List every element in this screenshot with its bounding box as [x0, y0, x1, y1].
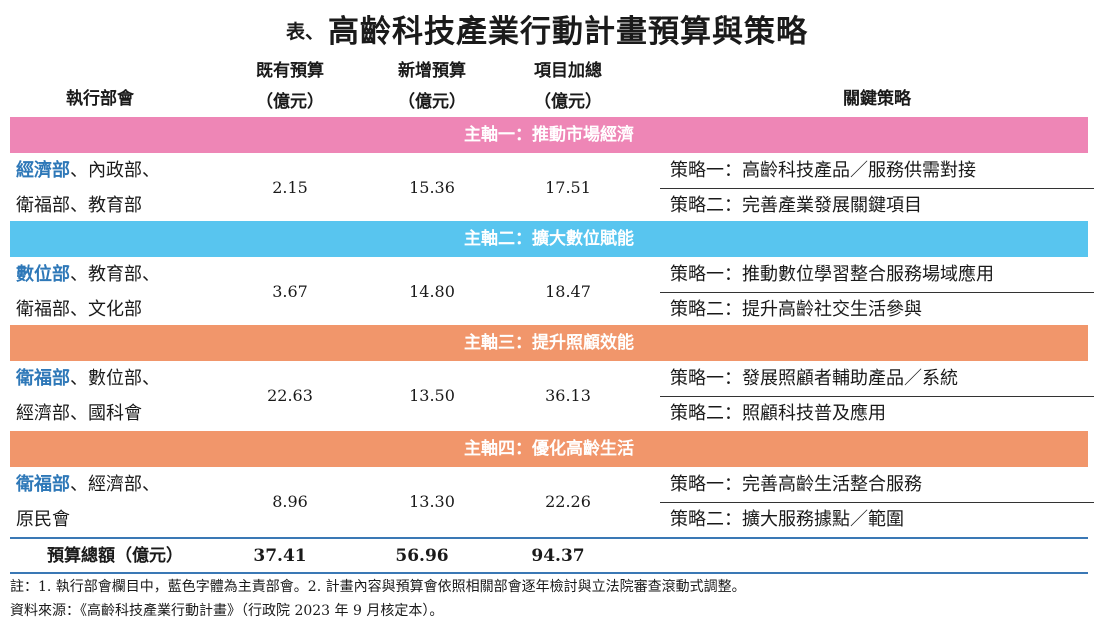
new-budget: 15.36: [409, 178, 455, 197]
page-title: 表、 高齡科技產業行動計畫預算與策略: [0, 6, 1094, 50]
total-budget: 22.26: [545, 492, 591, 511]
title-prefix: 表、: [285, 21, 324, 43]
table-row: 經濟部、內政部、 衛福部、教育部 2.15 15.36 17.51 策略一：高齡…: [10, 153, 1094, 223]
dept-cell: 數位部、教育部、 衛福部、文化部: [16, 257, 246, 327]
header-existing-label: 既有預算: [256, 61, 324, 81]
lead-dept: 經濟部: [16, 160, 70, 181]
strategy-2: 策略二：提升高齡社交生活參與: [670, 299, 922, 320]
axis-band-4: 主軸四：優化高齡生活: [10, 431, 1088, 467]
existing-budget: 2.15: [272, 178, 308, 197]
lead-dept: 數位部: [16, 264, 70, 285]
existing-budget: 8.96: [272, 492, 308, 511]
axis-band-3: 主軸三：提升照顧效能: [10, 325, 1088, 361]
dept-cell: 經濟部、內政部、 衛福部、教育部: [16, 153, 246, 223]
header-new-label: 新增預算: [398, 61, 466, 81]
lead-dept: 衛福部: [16, 474, 70, 495]
totals-label: 預算總額（億元）: [47, 546, 183, 566]
existing-budget: 3.67: [272, 282, 308, 301]
co-depts: 、經濟部、: [70, 474, 160, 495]
strategy-2: 策略二：完善產業發展關鍵項目: [670, 195, 922, 216]
co-depts-line2: 原民會: [16, 509, 70, 530]
strategy-1: 策略一：高齡科技產品／服務供需對接: [670, 160, 976, 181]
co-depts: 、教育部、: [70, 264, 160, 285]
strategy-1: 策略一：發展照顧者輔助產品／系統: [670, 368, 958, 389]
existing-budget: 22.63: [267, 386, 313, 405]
strategy-divider: [660, 292, 1094, 293]
totals-new-budget: 56.96: [395, 546, 449, 566]
new-budget: 13.50: [409, 386, 455, 405]
strategy-2: 策略二：照顧科技普及應用: [670, 403, 886, 424]
strategy-divider: [660, 396, 1094, 397]
co-depts: 、數位部、: [70, 368, 160, 389]
header-strategy: 關鍵策略: [843, 89, 911, 109]
co-depts-line2: 經濟部、國科會: [16, 403, 142, 424]
table-row: 衛福部、經濟部、 原民會 8.96 13.30 22.26 策略一：完善高齡生活…: [10, 467, 1094, 537]
lead-dept: 衛福部: [16, 368, 70, 389]
strategy-1: 策略一：推動數位學習整合服務場域應用: [670, 264, 994, 285]
totals-existing: 37.41: [253, 546, 307, 566]
title-main: 高齡科技產業行動計畫預算與策略: [328, 14, 808, 50]
header-total-unit: （億元）: [534, 92, 602, 112]
header-existing: 既有預算 （億元）: [220, 56, 360, 118]
axis-band-2: 主軸二：擴大數位賦能: [10, 221, 1088, 257]
strategy-divider: [660, 188, 1094, 189]
total-budget: 17.51: [545, 178, 591, 197]
header-existing-unit: （億元）: [256, 92, 324, 112]
header-new-unit: （億元）: [398, 92, 466, 112]
totals-total: 94.37: [531, 546, 585, 566]
co-depts: 、內政部、: [70, 160, 160, 181]
header-new-budget: 新增預算 （億元）: [362, 56, 502, 118]
header-dept: 執行部會: [66, 89, 134, 109]
new-budget: 14.80: [409, 282, 455, 301]
source-note: 資料來源：《高齡科技產業行動計畫》（行政院 2023 年 9 月核定本）。: [10, 603, 444, 619]
axis-band-1: 主軸一：推動市場經濟: [10, 117, 1088, 153]
total-budget: 18.47: [545, 282, 591, 301]
dept-cell: 衛福部、數位部、 經濟部、國科會: [16, 361, 246, 431]
table-row: 衛福部、數位部、 經濟部、國科會 22.63 13.50 36.13 策略一：發…: [10, 361, 1094, 431]
header-total: 項目加總 （億元）: [498, 56, 638, 118]
co-depts-line2: 衛福部、教育部: [16, 195, 142, 216]
total-budget: 36.13: [545, 386, 591, 405]
totals-top-rule: [10, 537, 1088, 539]
dept-cell: 衛福部、經濟部、 原民會: [16, 467, 246, 537]
totals-bottom-rule: [10, 572, 1088, 574]
footnote: 註：1. 執行部會欄目中，藍色字體為主責部會。2. 計畫內容與預算會依照相關部會…: [10, 579, 746, 595]
co-depts-line2: 衛福部、文化部: [16, 299, 142, 320]
new-budget: 13.30: [409, 492, 455, 511]
strategy-divider: [660, 502, 1094, 503]
header-total-label: 項目加總: [534, 61, 602, 81]
table-row: 數位部、教育部、 衛福部、文化部 3.67 14.80 18.47 策略一：推動…: [10, 257, 1094, 327]
strategy-2: 策略二：擴大服務據點／範圍: [670, 509, 904, 530]
strategy-1: 策略一：完善高齡生活整合服務: [670, 474, 922, 495]
